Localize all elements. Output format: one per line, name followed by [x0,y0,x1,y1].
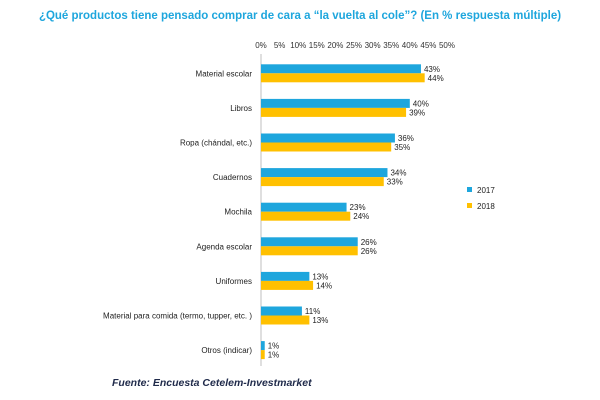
x-tick-label: 50% [439,41,455,50]
category-label: Mochila [224,208,252,217]
bar-2018 [261,142,392,152]
category-label: Material escolar [196,69,253,78]
bar-2018 [261,246,358,256]
x-tick-label: 5% [274,41,286,50]
x-tick-label: 10% [290,41,306,50]
category-label: Cuadernos [213,173,252,182]
data-label: 23% [350,203,366,212]
x-tick-label: 20% [327,41,343,50]
bar-2017 [261,168,388,178]
source-note: Fuente: Encuesta Cetelem-Investmarket [112,377,312,389]
data-label: 13% [312,272,328,281]
category-label: Otros (indicar) [201,346,252,355]
data-label: 44% [428,74,444,83]
bar-2018 [261,107,407,117]
bar-2017 [261,237,358,247]
x-tick-label: 40% [402,41,418,50]
data-label: 13% [312,316,328,325]
data-label: 24% [353,212,369,221]
x-tick-label: 45% [420,41,436,50]
x-tick-label: 35% [383,41,399,50]
x-tick-label: 25% [346,41,362,50]
legend-label: 2018 [477,202,495,211]
data-label: 43% [424,65,440,74]
data-label: 40% [413,99,429,108]
category-label: Agenda escolar [196,242,252,251]
bar-2017 [261,306,302,316]
data-label: 26% [361,238,377,247]
category-label: Material para comida (termo, tupper, etc… [103,312,252,321]
data-label: 34% [390,169,406,178]
data-label: 35% [394,143,410,152]
bar-2017 [261,133,395,143]
x-tick-label: 15% [309,41,325,50]
category-label: Uniformes [216,277,252,286]
data-label: 39% [409,108,425,117]
bar-2017 [261,64,421,74]
bar-2017 [261,202,347,212]
legend-swatch-2018 [467,203,472,208]
legend-swatch-2017 [467,187,472,192]
data-label: 26% [361,247,377,256]
data-label: 1% [268,342,280,351]
chart-title: ¿Qué productos tiene pensado comprar de … [38,10,562,22]
x-tick-label: 0% [255,41,267,50]
data-label: 1% [268,351,280,360]
data-label: 36% [398,134,414,143]
data-label: 11% [305,307,320,316]
data-label: 14% [316,281,332,290]
data-label: 33% [387,178,403,187]
bar-2017 [261,98,410,108]
bar-2017 [261,271,310,281]
bar-2018 [261,177,384,187]
category-label: Ropa (chándal, etc.) [180,139,252,148]
bar-2018 [261,350,265,360]
legend-label: 2017 [477,186,495,195]
bar-2017 [261,341,265,351]
bar-2018 [261,280,314,290]
category-label: Libros [230,104,252,113]
bar-2018 [261,315,310,325]
bar-2018 [261,73,425,83]
bar-2018 [261,211,351,221]
x-tick-label: 30% [365,41,381,50]
